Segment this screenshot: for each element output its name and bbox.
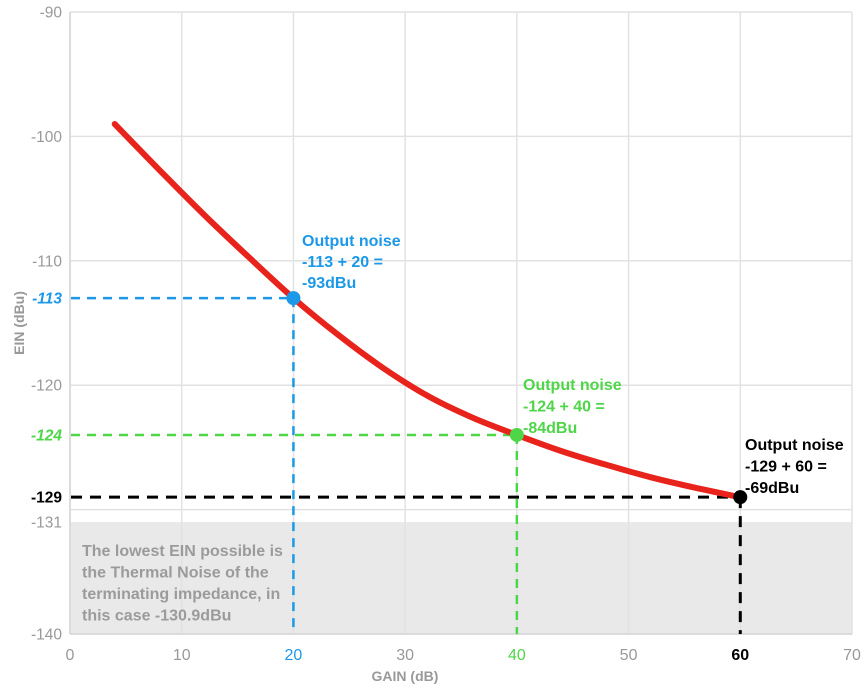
annotation-2-line-1: -129 + 60 = <box>745 459 827 476</box>
annotation-2-line-2: -69dBu <box>745 480 799 497</box>
annotation-0-line-0: Output noise <box>302 233 401 250</box>
annotation-0-line-2: -93dBu <box>302 275 356 292</box>
annotation-1-line-2: -84dBu <box>523 420 577 437</box>
data-point-dots-layer <box>286 291 748 505</box>
x-tick-label-40: 40 <box>508 647 526 664</box>
x-tick-label-10: 10 <box>173 647 191 664</box>
axes-layer <box>69 12 852 635</box>
x-axis-title: GAIN (dB) <box>372 668 439 684</box>
y-tick-label--100: -100 <box>31 129 62 146</box>
y-tick-label--113: -113 <box>32 291 62 308</box>
x-tick-label-30: 30 <box>396 647 414 664</box>
y-tick-label--131: -131 <box>31 515 62 532</box>
annotation-0-line-1: -113 + 20 = <box>302 254 383 271</box>
x-tick-label-20: 20 <box>285 647 303 664</box>
ein-curve <box>111 121 744 501</box>
annotation-3-line-0: The lowest EIN possible is <box>82 543 283 560</box>
annotations-layer: Output noise -113 + 20 = -93dBu Output nois… <box>82 233 844 625</box>
marker-dashed-lines-layer <box>71 296 742 634</box>
data-point-20db <box>286 291 301 306</box>
annotation-2-line-0: Output noise <box>745 437 844 454</box>
annotation-3-line-3: this case -130.9dBu <box>82 608 231 625</box>
x-tick-label-60: 60 <box>731 647 749 664</box>
x-tick-label-0: 0 <box>66 647 75 664</box>
y-tick-label--129: -129 <box>31 490 62 507</box>
data-point-60db <box>733 490 748 505</box>
thermal-noise-shaded-region-layer <box>70 522 852 634</box>
annotation-1-line-1: -124 + 40 = <box>523 399 605 416</box>
y-axis-title: EIN (dBu) <box>11 291 27 355</box>
y-tick-label--90: -90 <box>40 5 63 22</box>
ein-curve-layer <box>111 121 744 501</box>
annotation-1-line-0: Output noise <box>523 377 622 394</box>
x-tick-label-70: 70 <box>843 647 861 664</box>
x-tick-label-50: 50 <box>620 647 638 664</box>
thermal-noise-region <box>70 522 852 634</box>
y-tick-label--120: -120 <box>31 378 62 395</box>
y-tick-label--124: -124 <box>31 427 62 444</box>
annotation-3-line-2: terminating impedance, in <box>82 586 280 603</box>
data-point-40db <box>509 427 524 442</box>
gridlines-layer <box>69 11 853 635</box>
annotation-3-line-1: the Thermal Noise of the <box>82 565 269 582</box>
y-tick-label--140: -140 <box>31 627 62 644</box>
y-tick-label--110: -110 <box>32 253 62 270</box>
